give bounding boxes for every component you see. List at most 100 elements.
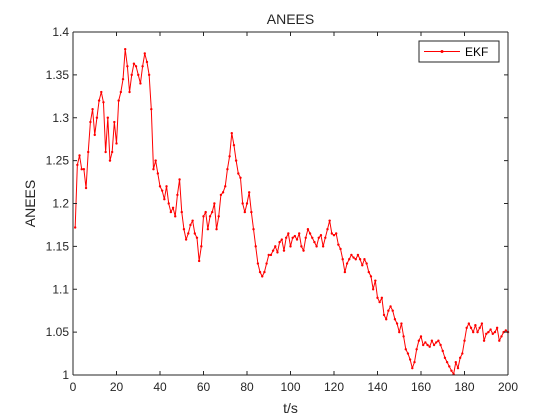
x-tick-label: 140 [367,380,387,394]
data-point [411,366,414,370]
data-point [287,232,290,235]
data-point [428,345,431,348]
data-point [232,143,236,147]
data-point [217,215,220,218]
data-point [500,335,503,338]
data-point [213,202,216,205]
data-point [261,275,264,278]
data-point [165,185,168,188]
data-point [241,202,244,205]
data-point [367,270,370,274]
x-tick-label: 40 [153,380,167,394]
data-point [97,99,101,102]
data-point [432,343,436,347]
data-point [352,256,355,259]
data-point [324,236,327,239]
data-point [154,159,157,162]
data-point [445,360,449,364]
data-point [498,339,501,342]
data-point [337,243,340,246]
data-point [313,240,316,244]
data-point [106,116,110,119]
legend-label-ekf: EKF [465,45,488,59]
data-point [395,322,399,325]
data-point [400,322,403,325]
data-point [184,238,188,241]
data-point [393,318,397,321]
y-tick-label: 1.25 [46,154,70,168]
data-point [108,159,112,162]
data-point [461,352,464,355]
data-point [450,369,453,372]
data-point [247,191,251,194]
data-point [302,249,305,252]
data-point [426,343,429,347]
data-point [465,326,468,330]
x-tick-label: 0 [70,380,77,394]
data-point [495,326,499,330]
data-point [258,270,262,274]
data-point [441,349,444,353]
data-point [128,90,131,94]
data-point [141,65,144,68]
data-point [419,335,423,338]
data-point [234,159,238,162]
data-point [502,330,505,334]
data-point [269,253,273,257]
data-point [343,270,347,274]
data-point [237,172,240,175]
data-point [300,245,303,248]
data-point [250,210,253,214]
data-point [404,348,407,351]
data-point [204,210,207,214]
data-point [80,168,83,171]
data-point [197,259,201,263]
legend: EKF [418,40,500,63]
data-point [485,332,488,336]
data-point [406,352,410,355]
data-point [387,309,390,312]
data-point [358,258,362,261]
data-point [430,339,434,342]
data-point [284,236,288,239]
data-point [274,245,277,248]
data-point [326,228,329,231]
data-point [487,330,490,334]
data-point [100,90,103,94]
data-point [134,65,138,68]
data-point [474,324,477,327]
data-point [435,341,438,344]
data-point [439,343,442,347]
data-point [256,262,260,265]
x-tick-label: 120 [324,380,344,394]
data-point [252,228,255,231]
data-point [472,330,475,334]
data-point [180,210,183,214]
data-point [350,253,353,257]
x-tick-label: 160 [411,380,431,394]
data-point [415,348,418,351]
data-point [491,332,494,336]
data-point [371,288,375,291]
data-point [321,245,325,248]
data-point [178,178,181,181]
data-point [84,186,88,190]
data-point [480,322,484,325]
data-point [398,330,401,334]
data-point [330,232,334,235]
data-point [443,356,447,360]
data-point [82,168,86,171]
data-point [458,356,462,360]
data-point [121,77,125,81]
x-tick-label: 80 [240,380,254,394]
data-point [306,228,310,231]
data-point [382,313,386,317]
data-point [76,163,79,167]
data-point [319,234,323,237]
data-point [454,360,457,364]
data-point [291,236,294,239]
data-point [376,296,379,300]
data-point [87,150,90,154]
data-point [124,47,127,51]
data-point [230,131,233,135]
